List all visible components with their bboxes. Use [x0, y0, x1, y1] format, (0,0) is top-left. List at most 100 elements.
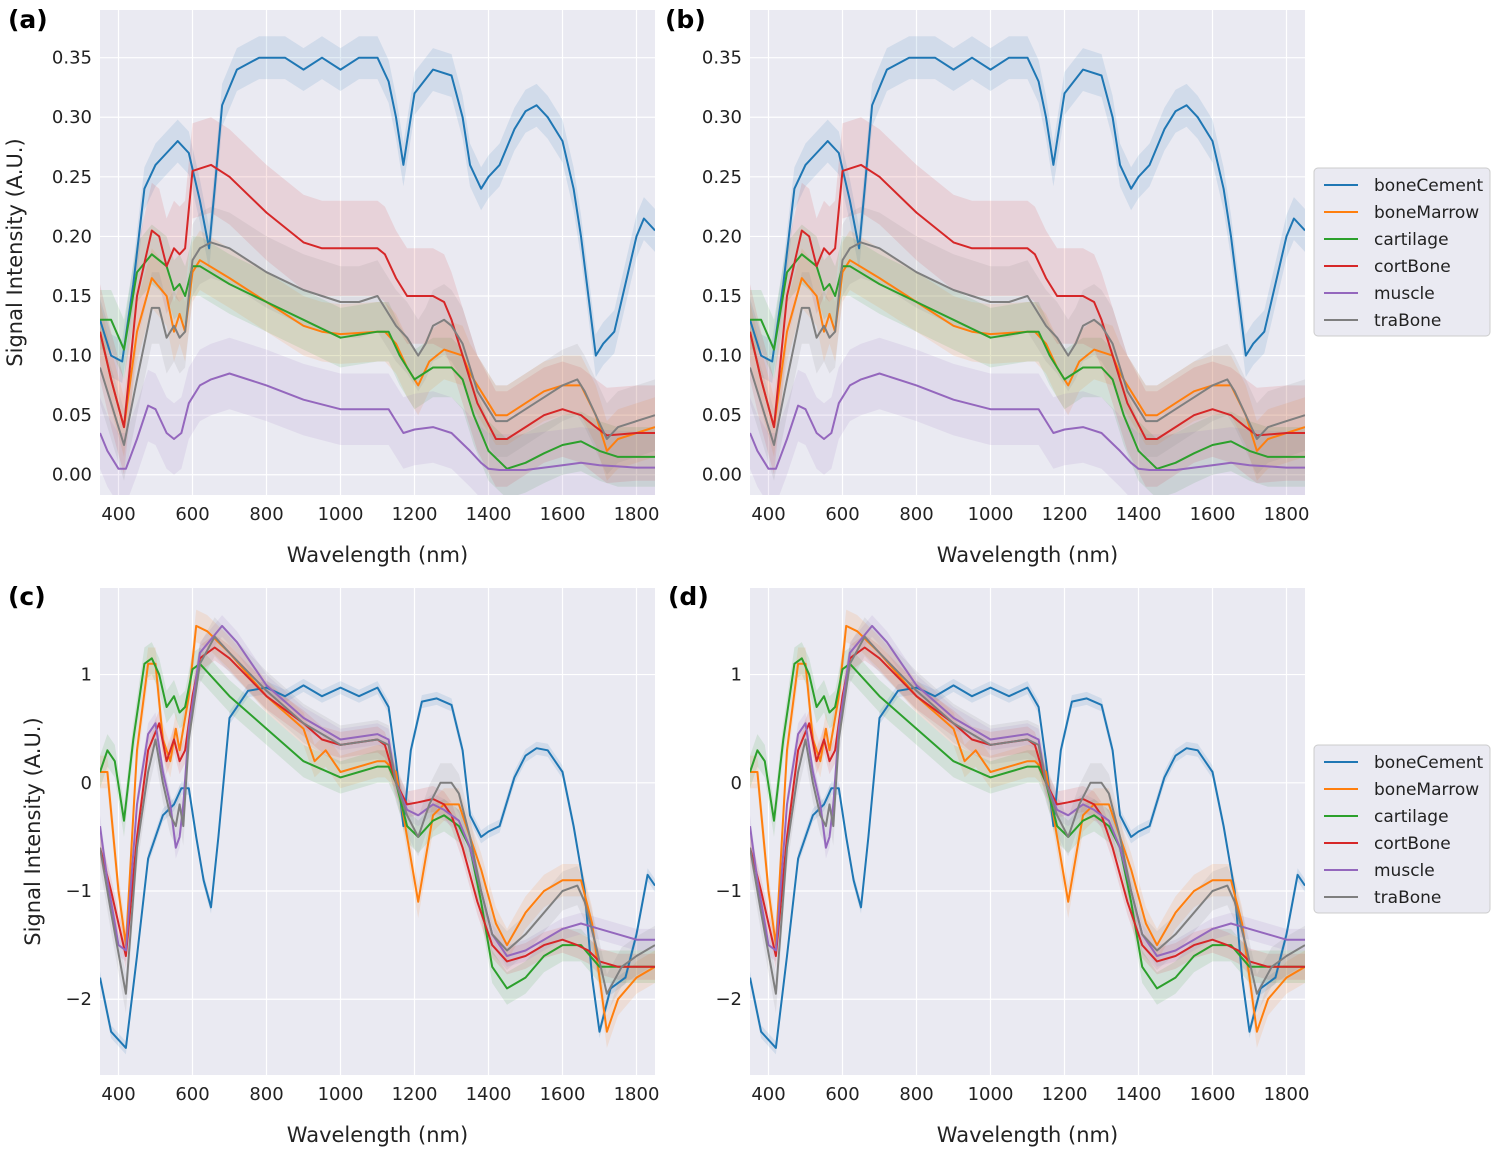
line-traBone — [100, 635, 655, 995]
y-tick-label: 0.05 — [52, 405, 92, 426]
band-cortBone — [750, 117, 1305, 487]
series-group — [100, 609, 655, 1055]
x-tick-label: 1800 — [1264, 1084, 1310, 1105]
x-tick-label: 1000 — [968, 504, 1014, 525]
x-tick-label: 1200 — [1042, 1084, 1088, 1105]
band-cortBone — [100, 117, 655, 487]
panel-1: 400 600 800 1000 1200 1400 1600 1800 0.00 0.05 0.1… — [3, 5, 659, 567]
x-tick-label: 400 — [101, 1084, 135, 1105]
panel-label: (c) — [8, 582, 46, 611]
y-tick-label: −1 — [65, 881, 92, 902]
line-cartilage — [750, 657, 1305, 990]
band-cartilage — [750, 642, 1305, 1005]
band-cartilage — [750, 224, 1305, 495]
x-tick-label: 1000 — [968, 1084, 1014, 1105]
x-tick-label: 1600 — [540, 1084, 586, 1105]
x-tick-label: 400 — [101, 504, 135, 525]
x-axis-label: Wavelength (nm) — [937, 1123, 1118, 1147]
y-tick-label: 0.20 — [52, 226, 92, 247]
band-boneMarrow — [100, 609, 655, 1048]
line-boneCement — [750, 56, 1305, 363]
gridlines — [750, 10, 1305, 495]
x-tick-label: 800 — [249, 1084, 283, 1105]
x-axis-label: Wavelength (nm) — [287, 543, 468, 567]
x-tick-label: 1400 — [1116, 504, 1162, 525]
panel-4: 400 600 800 1000 1200 1400 1600 1800 −2 −1 0 1 Wavel… — [668, 582, 1309, 1147]
line-muscle — [100, 624, 655, 957]
y-tick-label: 0.35 — [702, 48, 742, 69]
y-tick-label: 0.25 — [52, 167, 92, 188]
x-tick-label: 1800 — [614, 1084, 660, 1105]
panel-label: (a) — [8, 5, 48, 34]
y-axis-label: Signal Intensity (A.U.) — [3, 138, 27, 366]
x-tick-label: 1200 — [392, 504, 438, 525]
y-tick-label: −1 — [715, 881, 742, 902]
y-tick-label: 0.25 — [702, 167, 742, 188]
y-tick-label: 1 — [81, 665, 92, 686]
legend-label-boneCement: boneCement — [1374, 753, 1484, 773]
x-tick-label: 800 — [899, 504, 933, 525]
legend-label-boneCement: boneCement — [1374, 176, 1484, 196]
line-cartilage — [750, 253, 1305, 470]
line-boneCement — [100, 56, 655, 363]
legend-label-cortBone: cortBone — [1374, 834, 1451, 854]
panel-3: 400 600 800 1000 1200 1400 1600 1800 −2 −1 0 1 Wavel… — [8, 582, 659, 1147]
legend-label-boneMarrow: boneMarrow — [1374, 203, 1479, 223]
x-tick-label: 1600 — [1190, 504, 1236, 525]
x-tick-label: 800 — [899, 1084, 933, 1105]
line-cortBone — [750, 646, 1305, 968]
x-axis-label: Wavelength (nm) — [937, 543, 1118, 567]
legend-label-muscle: muscle — [1374, 284, 1435, 304]
line-cortBone — [100, 646, 655, 968]
x-tick-label: 1200 — [392, 1084, 438, 1105]
panel-label: (d) — [668, 582, 709, 611]
band-boneMarrow — [100, 230, 655, 481]
band-cartilage — [100, 642, 655, 1005]
line-traBone — [750, 241, 1305, 446]
y-axis-label: Signal Intensity (A.U.) — [21, 717, 45, 945]
series-group — [100, 36, 655, 495]
gridlines — [750, 588, 1305, 1075]
y-tick-label: 0 — [731, 773, 742, 794]
y-tick-label: 0 — [81, 773, 92, 794]
line-muscle — [100, 372, 655, 471]
legend-label-traBone: traBone — [1374, 888, 1441, 908]
y-tick-label: 0.15 — [52, 286, 92, 307]
y-tick-label: 0.35 — [52, 48, 92, 69]
band-muscle — [100, 615, 655, 967]
series-group — [750, 609, 1305, 1055]
line-cortBone — [100, 163, 655, 440]
band-traBone — [750, 206, 1305, 481]
legend-label-boneMarrow: boneMarrow — [1374, 780, 1479, 800]
line-muscle — [750, 624, 1305, 957]
band-boneMarrow — [750, 230, 1305, 481]
x-tick-label: 600 — [825, 1084, 859, 1105]
y-tick-label: −2 — [65, 989, 92, 1010]
x-tick-label: 400 — [751, 1084, 785, 1105]
x-tick-label: 400 — [751, 504, 785, 525]
band-boneCement — [100, 36, 655, 383]
band-traBone — [100, 206, 655, 481]
x-tick-label: 1600 — [1190, 1084, 1236, 1105]
line-traBone — [100, 241, 655, 446]
y-tick-label: 0.05 — [702, 405, 742, 426]
x-tick-label: 1600 — [540, 504, 586, 525]
legend-label-cartilage: cartilage — [1374, 230, 1449, 250]
x-tick-label: 1800 — [614, 504, 660, 525]
band-cartilage — [100, 224, 655, 495]
x-tick-label: 600 — [175, 1084, 209, 1105]
band-muscle — [750, 615, 1305, 967]
x-tick-label: 1400 — [1116, 1084, 1162, 1105]
y-tick-label: 0.15 — [702, 286, 742, 307]
band-boneMarrow — [750, 609, 1305, 1048]
line-cortBone — [750, 163, 1305, 440]
series-group — [750, 36, 1305, 495]
x-tick-label: 1000 — [318, 504, 364, 525]
x-tick-label: 1000 — [318, 1084, 364, 1105]
y-tick-label: 0.10 — [52, 346, 92, 367]
legend: boneCement boneMarrow cartilage cortBone mus… — [1313, 744, 1491, 914]
y-tick-label: 0.30 — [52, 107, 92, 128]
y-tick-label: 1 — [731, 665, 742, 686]
panel-2: 400 600 800 1000 1200 1400 1600 1800 0.00 0.05 0.1… — [665, 5, 1309, 567]
legend-label-cartilage: cartilage — [1374, 807, 1449, 827]
